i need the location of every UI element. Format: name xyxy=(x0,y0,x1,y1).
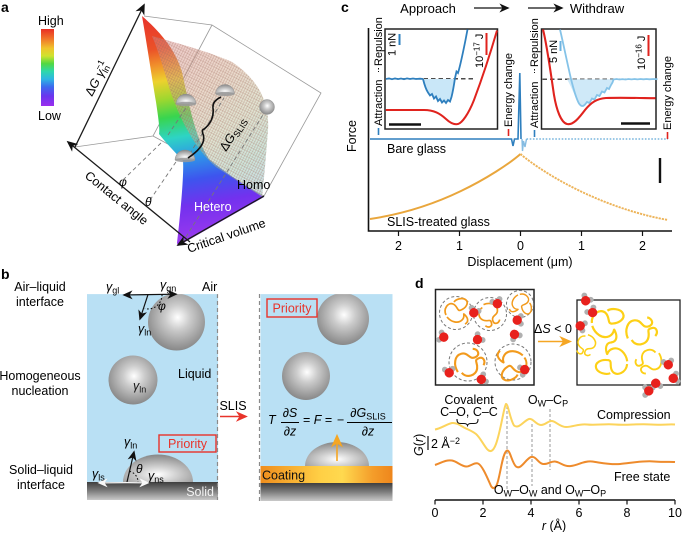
svg-text:= F =: = F = xyxy=(303,413,332,427)
svg-text:Hetero: Hetero xyxy=(194,200,232,214)
svg-text:Repulsion: Repulsion xyxy=(373,17,385,66)
svg-text:High: High xyxy=(38,14,64,28)
svg-text:C–O, C–C: C–O, C–C xyxy=(440,405,498,419)
svg-text:6: 6 xyxy=(576,506,583,520)
svg-text:SLIS: SLIS xyxy=(219,399,246,413)
svg-text:Free state: Free state xyxy=(614,470,670,484)
svg-text:b: b xyxy=(1,266,10,282)
svg-text:nucleation: nucleation xyxy=(12,384,69,398)
svg-text:1: 1 xyxy=(578,239,585,253)
svg-text:Priority: Priority xyxy=(273,302,313,316)
svg-text:1: 1 xyxy=(456,239,463,253)
svg-text:−: − xyxy=(337,413,344,427)
svg-text:r (Å): r (Å) xyxy=(542,518,566,532)
svg-text:Solid–liquid: Solid–liquid xyxy=(9,463,73,477)
svg-text:ΔS < 0: ΔS < 0 xyxy=(534,322,572,336)
svg-text:Energy change: Energy change xyxy=(503,53,515,127)
svg-text:Air: Air xyxy=(202,280,217,294)
svg-text:interface: interface xyxy=(16,295,64,309)
svg-text:Energy change: Energy change xyxy=(662,56,674,130)
svg-text:G(r): G(r) xyxy=(412,434,426,456)
svg-text:Approach: Approach xyxy=(400,1,456,16)
svg-text:Homogeneous: Homogeneous xyxy=(0,369,81,383)
svg-text:2: 2 xyxy=(639,239,646,253)
svg-text:Solid: Solid xyxy=(186,485,214,499)
svg-text:interface: interface xyxy=(17,478,65,492)
svg-text:θ: θ xyxy=(145,195,152,209)
svg-text:Withdraw: Withdraw xyxy=(570,1,625,16)
svg-text:Displacement (μm): Displacement (μm) xyxy=(467,255,572,269)
svg-text:Compression: Compression xyxy=(597,408,671,422)
svg-text:d: d xyxy=(415,275,424,291)
svg-text:Homo: Homo xyxy=(237,178,270,192)
svg-text:SLIS-treated glass: SLIS-treated glass xyxy=(387,215,490,229)
svg-text:4: 4 xyxy=(528,506,535,520)
svg-text:Bare glass: Bare glass xyxy=(387,142,446,156)
svg-text:Attraction: Attraction xyxy=(373,80,385,126)
svg-text:c: c xyxy=(341,0,349,15)
svg-text:Low: Low xyxy=(38,109,62,123)
svg-text:0: 0 xyxy=(432,506,439,520)
svg-text:2: 2 xyxy=(395,239,402,253)
svg-text:Coating: Coating xyxy=(262,469,305,483)
svg-text:1 nN: 1 nN xyxy=(387,33,399,56)
svg-text:Liquid: Liquid xyxy=(178,367,211,381)
svg-text:Attraction: Attraction xyxy=(529,82,541,128)
svg-text:5 nN: 5 nN xyxy=(548,40,560,63)
svg-text:10: 10 xyxy=(668,506,682,520)
svg-text:2: 2 xyxy=(480,506,487,520)
svg-text:8: 8 xyxy=(624,506,631,520)
svg-text:φ: φ xyxy=(158,299,166,313)
svg-text:OW–CP: OW–CP xyxy=(528,393,568,409)
svg-text:Priority: Priority xyxy=(168,437,208,451)
svg-text:∂z: ∂z xyxy=(362,425,375,439)
svg-text:Repulsion: Repulsion xyxy=(529,18,541,67)
svg-text:Air–liquid: Air–liquid xyxy=(14,280,65,294)
svg-text:a: a xyxy=(1,0,9,15)
svg-text:0: 0 xyxy=(517,239,524,253)
svg-text:θ: θ xyxy=(136,462,143,476)
svg-text:∂z: ∂z xyxy=(284,425,297,439)
svg-text:φ: φ xyxy=(119,175,127,189)
svg-text:∂S: ∂S xyxy=(283,406,298,420)
svg-text:Force: Force xyxy=(345,120,359,152)
